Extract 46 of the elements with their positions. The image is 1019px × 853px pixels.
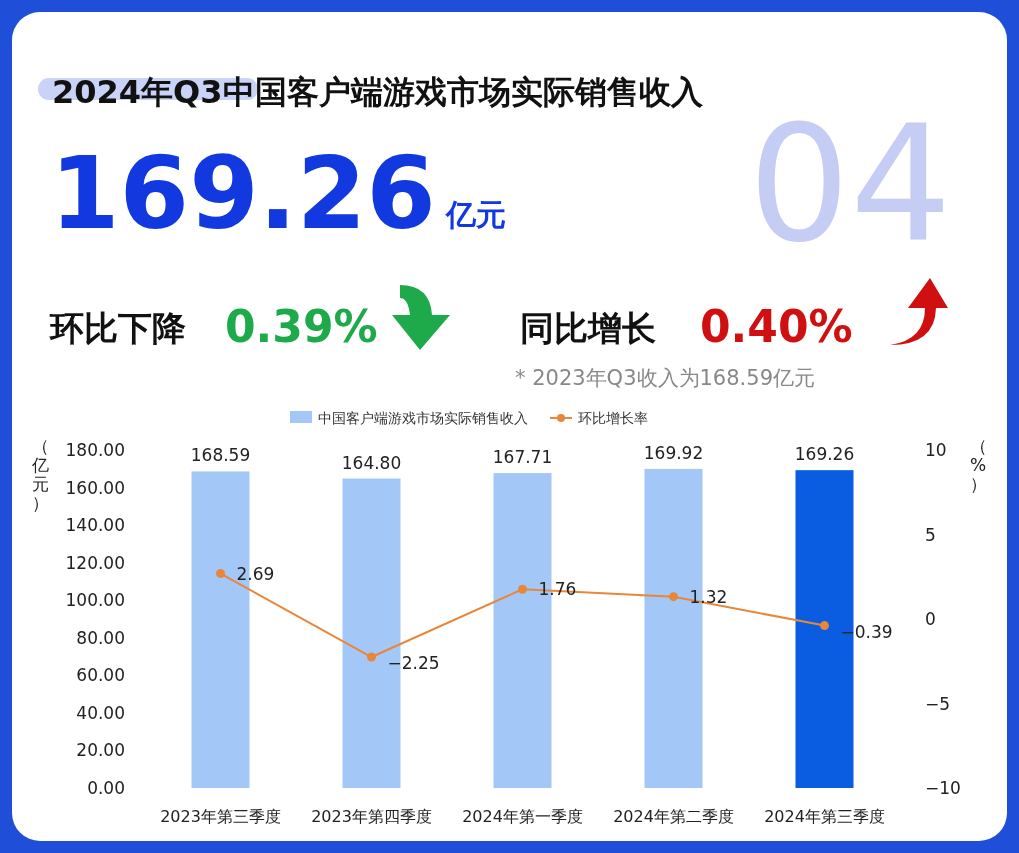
data-label: 167.71 bbox=[492, 447, 553, 468]
chart-title: 2024年Q3中国客户端游戏市场实际销售收入 bbox=[52, 73, 704, 111]
text: 亿元 bbox=[443, 197, 506, 232]
data-label: 2.69 bbox=[236, 563, 275, 584]
y2-tick-label: 0 bbox=[925, 609, 936, 629]
text: 0.40% bbox=[700, 301, 853, 352]
point bbox=[216, 569, 225, 579]
x-tick-label: 2024年第三季度 bbox=[764, 807, 885, 826]
y-tick-label: 180.00 bbox=[65, 440, 125, 460]
data-label: 1.32 bbox=[689, 586, 728, 607]
data-label: −2.25 bbox=[387, 653, 440, 674]
y-tick-label: 20.00 bbox=[76, 740, 125, 761]
y2-tick-label: 5 bbox=[925, 524, 936, 545]
y-tick-label: 140.00 bbox=[65, 515, 125, 536]
point bbox=[669, 592, 678, 602]
legend-label: 中国客户端游戏市场实际销售收入 bbox=[318, 410, 528, 426]
text: 环比下降 bbox=[48, 308, 186, 348]
y2-axis-title: （%） bbox=[969, 436, 987, 494]
text: 04 bbox=[748, 91, 952, 278]
x-tick-label: 2023年第三季度 bbox=[160, 807, 281, 826]
text: 169.26 bbox=[50, 135, 436, 252]
x-tick-label: 2024年第二季度 bbox=[613, 807, 734, 826]
x-tick-label: 2023年第四季度 bbox=[311, 807, 432, 826]
y2-tick-label: −10 bbox=[925, 778, 961, 798]
x-tick-label: 2024年第一季度 bbox=[462, 807, 583, 826]
y-tick-label: 40.00 bbox=[76, 702, 125, 723]
text: 同比增长 bbox=[520, 308, 656, 348]
point bbox=[518, 584, 527, 594]
y-tick-label: 160.00 bbox=[65, 477, 125, 498]
data-label: 168.59 bbox=[190, 445, 251, 466]
text: * 2023年Q3收入为168.59亿元 bbox=[515, 366, 815, 390]
y-axis-title: （亿元） bbox=[31, 436, 49, 513]
y-tick-label: 0.00 bbox=[87, 778, 125, 798]
legend-label: 环比增长率 bbox=[578, 410, 648, 426]
y-tick-label: 80.00 bbox=[76, 627, 125, 648]
y-tick-label: 100.00 bbox=[65, 590, 125, 611]
y-tick-label: 120.00 bbox=[65, 552, 125, 573]
y-tick-label: 60.00 bbox=[76, 665, 125, 686]
data-label: 169.92 bbox=[643, 442, 704, 463]
point bbox=[820, 621, 829, 631]
y2-tick-label: −5 bbox=[925, 693, 951, 714]
data-label: 164.80 bbox=[341, 452, 402, 473]
point bbox=[367, 652, 376, 662]
y2-tick-label: 10 bbox=[925, 440, 947, 460]
data-label: 169.26 bbox=[794, 444, 855, 465]
text: 0.39% bbox=[225, 301, 378, 352]
